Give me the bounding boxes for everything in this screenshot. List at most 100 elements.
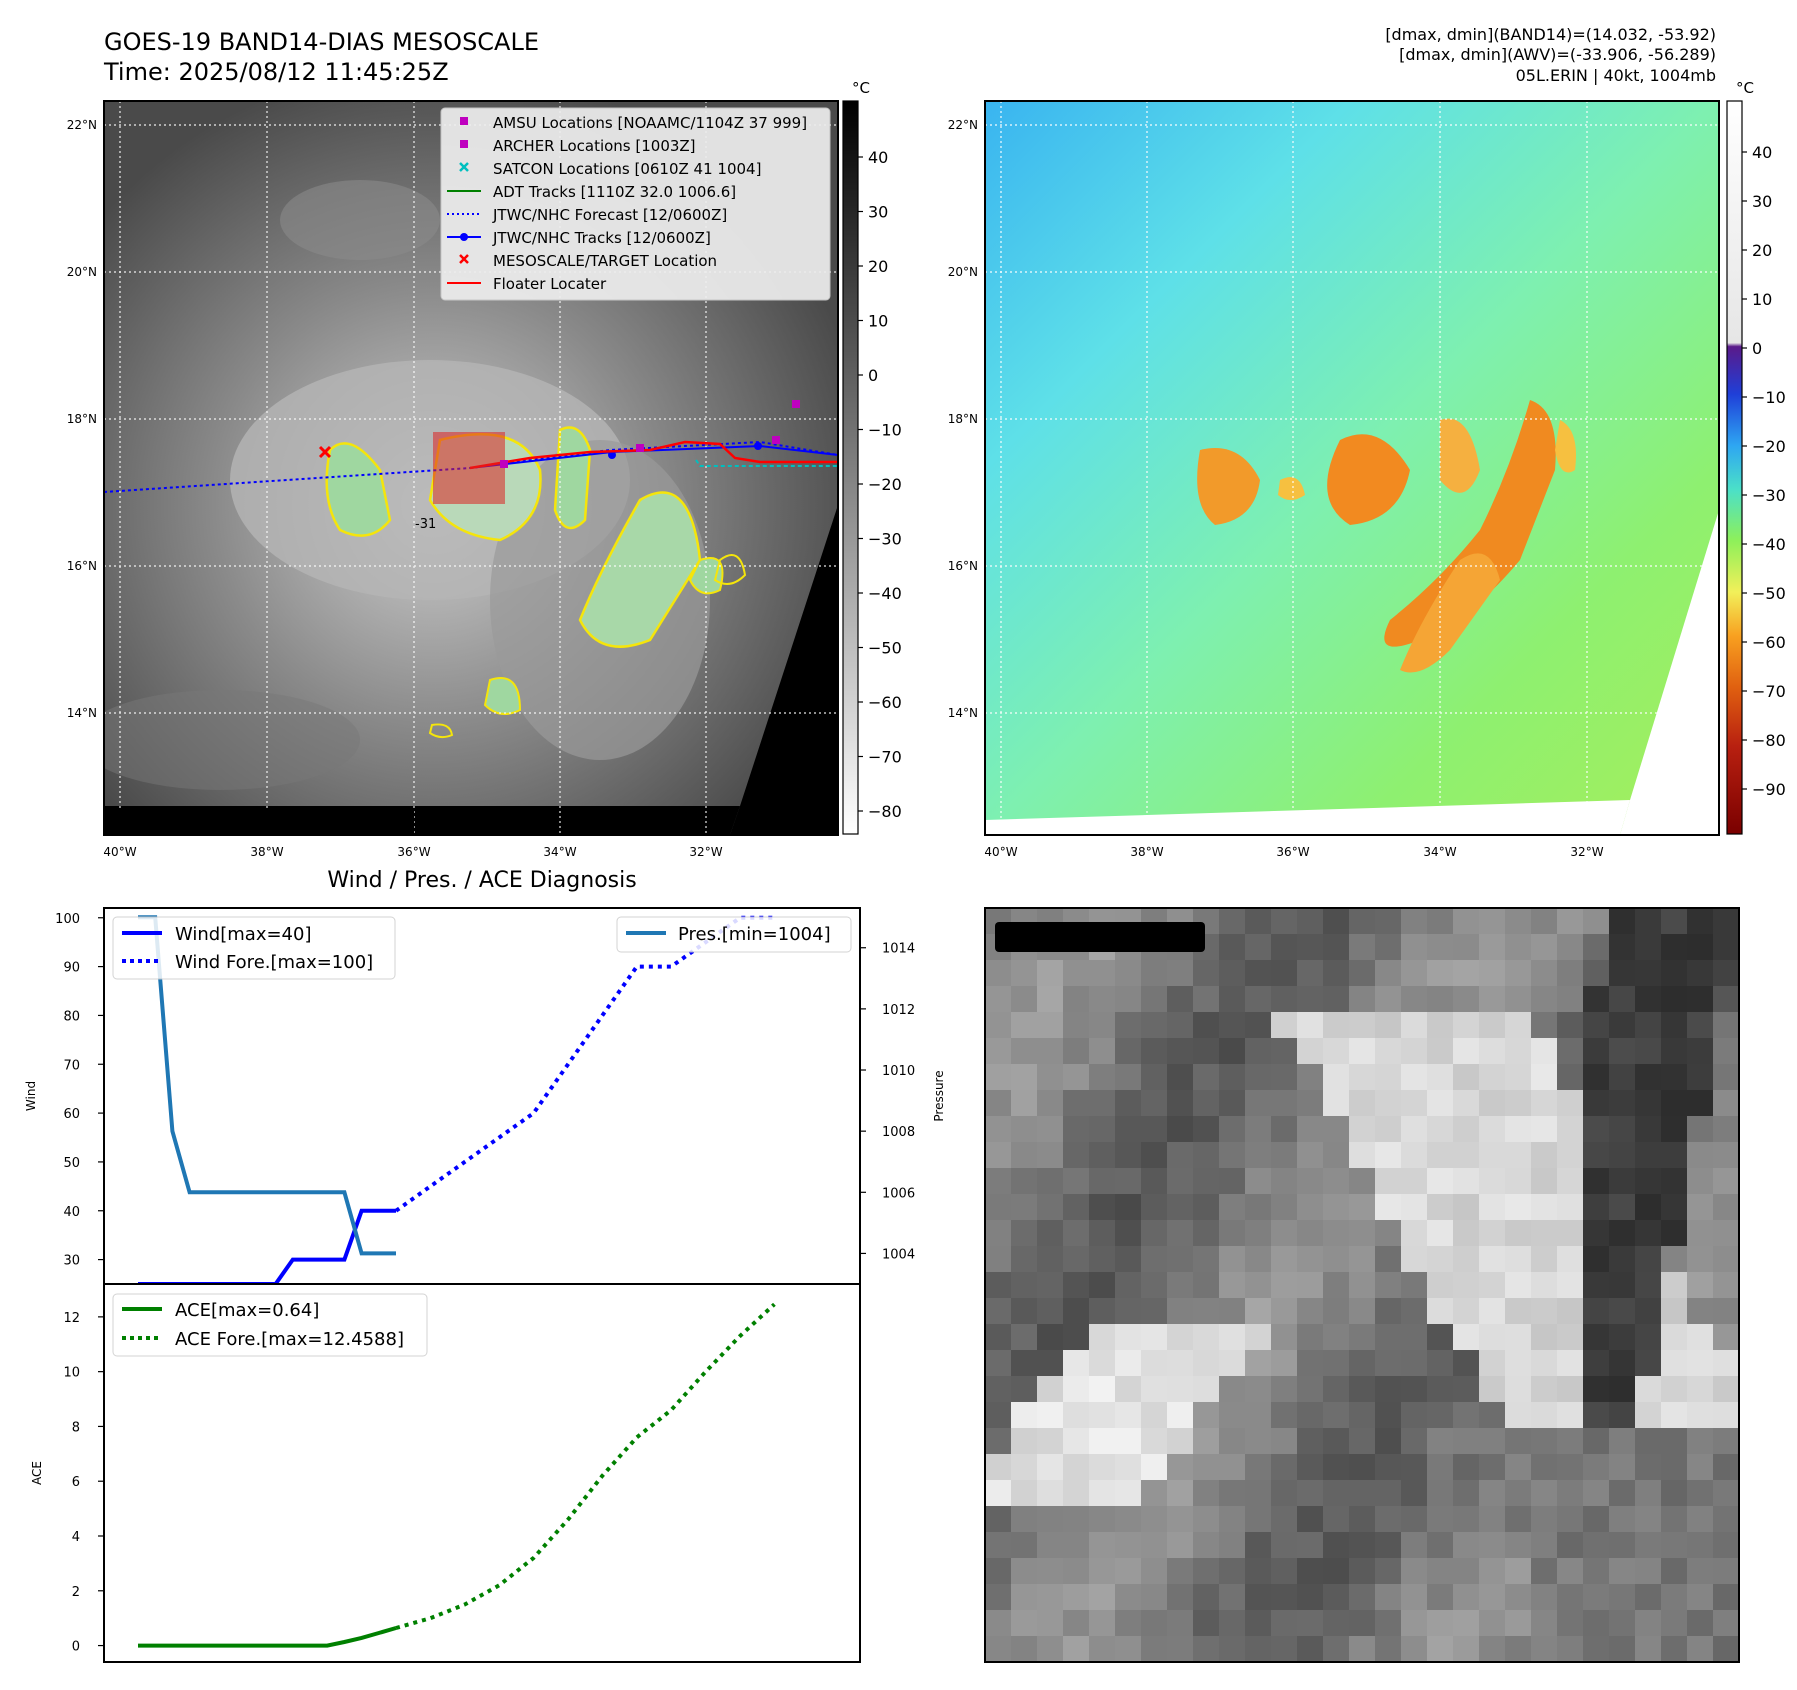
wmg-cell (1531, 1558, 1558, 1585)
wmg-cell (1219, 934, 1246, 961)
wmg-cell (1271, 1376, 1298, 1403)
wmg-cell (1011, 1272, 1038, 1299)
wmg-cell (1531, 1636, 1558, 1663)
wmg-cell (1687, 1142, 1714, 1169)
wmg-cell (1167, 1116, 1194, 1143)
wmg-cell (1089, 1636, 1116, 1663)
wmg-cell (1557, 1636, 1584, 1663)
ir-colorbar-tick-label: 20 (868, 257, 888, 276)
wmg-cell (1505, 1454, 1532, 1481)
wmg-cell (1687, 1168, 1714, 1195)
wmg-cell (1167, 1324, 1194, 1351)
wmg-cell (1271, 960, 1298, 987)
wmg-cell (1011, 1194, 1038, 1221)
wmg-cell (1011, 1532, 1038, 1559)
wmg-cell (1713, 986, 1740, 1013)
wmg-cell (1713, 1194, 1740, 1221)
wmg-cell (1115, 1298, 1142, 1325)
wmg-cell (1141, 1298, 1168, 1325)
floater-locater (469, 440, 838, 470)
wmg-cell (1245, 1194, 1272, 1221)
wmg-cell (1427, 1142, 1454, 1169)
wmg-cell (1687, 1506, 1714, 1533)
wmg-cell (1713, 1038, 1740, 1065)
wmg-cell (1037, 1012, 1064, 1039)
wmg-cell (1427, 1116, 1454, 1143)
wmg-cell (1427, 1038, 1454, 1065)
wmg-cell (1297, 1168, 1324, 1195)
svg-text:40°W: 40°W (103, 845, 136, 859)
wmg-cell (1089, 1168, 1116, 1195)
wmg-cell (1687, 986, 1714, 1013)
ace-chart-frame (103, 1283, 861, 1663)
wmg-cell (1271, 1090, 1298, 1117)
wmg-cell (1011, 986, 1038, 1013)
wmg-cell (1505, 1506, 1532, 1533)
wmg-cell (1505, 1090, 1532, 1117)
wmg-cell (1245, 1220, 1272, 1247)
wmg-cell (1375, 1376, 1402, 1403)
wmg-cell (1479, 1636, 1506, 1663)
jtwc-forecast-track (104, 440, 838, 493)
wmg-cell (1583, 1428, 1610, 1455)
wmg-cell (1687, 1480, 1714, 1507)
wmg-cell (1479, 1298, 1506, 1325)
wmg-cell (1453, 1246, 1480, 1273)
ir-nodata-area (730, 505, 838, 835)
wmg-cell (1193, 1272, 1220, 1299)
wmg-cell (1349, 1402, 1376, 1429)
wmg-cell (1661, 1116, 1688, 1143)
wmg-cell (1297, 1610, 1324, 1637)
wmg-cell (1245, 960, 1272, 987)
contour-band (578, 491, 702, 648)
wmg-cell (1661, 1272, 1688, 1299)
wmg-cell (1245, 1558, 1272, 1585)
wmg-cell (1349, 1194, 1376, 1221)
wmg-cell (1219, 1636, 1246, 1663)
wmg-cell (1687, 1298, 1714, 1325)
ace-tick-label: 2 (72, 1585, 80, 1600)
wmg-cell (1713, 1272, 1740, 1299)
wmg-cell (985, 1116, 1012, 1143)
wmg-cell (1063, 1532, 1090, 1559)
wmg-cell (985, 960, 1012, 987)
wmg-cell (1479, 1506, 1506, 1533)
awv-gridlines (985, 101, 1719, 835)
wmg-cell (1271, 1454, 1298, 1481)
svg-text:JTWC/NHC Forecast [12/0600Z]: JTWC/NHC Forecast [12/0600Z] (492, 206, 727, 224)
ace-chart: 0 2 4 6 8 10 12 ACE ACE[max=0.64] ACE Fore.[ma… (30, 1283, 861, 1663)
wmg-cell (1635, 908, 1662, 935)
wmg-cell (1661, 1532, 1688, 1559)
wmg-cell (1297, 1428, 1324, 1455)
wmg-cell (1037, 1558, 1064, 1585)
wmg-cell (1427, 1610, 1454, 1637)
wmg-cell (985, 1246, 1012, 1273)
wmg-cell (1089, 1090, 1116, 1117)
wmg-cell (1609, 1584, 1636, 1611)
wmg-cell (1323, 1480, 1350, 1507)
wind-legend-label: Wind[max=40] (175, 924, 312, 945)
wmg-cell (1089, 1298, 1116, 1325)
wmg-cell (1271, 1168, 1298, 1195)
svg-text:ADT Tracks [1110Z 32.0 1006.6]: ADT Tracks [1110Z 32.0 1006.6] (493, 183, 736, 201)
wmg-cell (1349, 1376, 1376, 1403)
wmg-cell (1271, 1194, 1298, 1221)
wmg-cell (1063, 1636, 1090, 1663)
wmg-cell (1271, 1428, 1298, 1455)
wmg-cell (1037, 1064, 1064, 1091)
wmg-cell (1661, 1324, 1688, 1351)
wmg-cell (1349, 1480, 1376, 1507)
wmg-cell (1115, 1116, 1142, 1143)
wmg-cell (1505, 1168, 1532, 1195)
wmg-cell (1167, 1168, 1194, 1195)
wmg-cell (1427, 1350, 1454, 1377)
wmg-cell (1713, 934, 1740, 961)
wmg-cell (1089, 1272, 1116, 1299)
wmg-cell (1583, 1584, 1610, 1611)
svg-text:14°N: 14°N (67, 706, 97, 720)
wmg-cell (1505, 1012, 1532, 1039)
wmg-cell (1453, 908, 1480, 935)
wmg-cell (1089, 1454, 1116, 1481)
wmg-cell (1531, 1428, 1558, 1455)
wmg-cell (1245, 1324, 1272, 1351)
